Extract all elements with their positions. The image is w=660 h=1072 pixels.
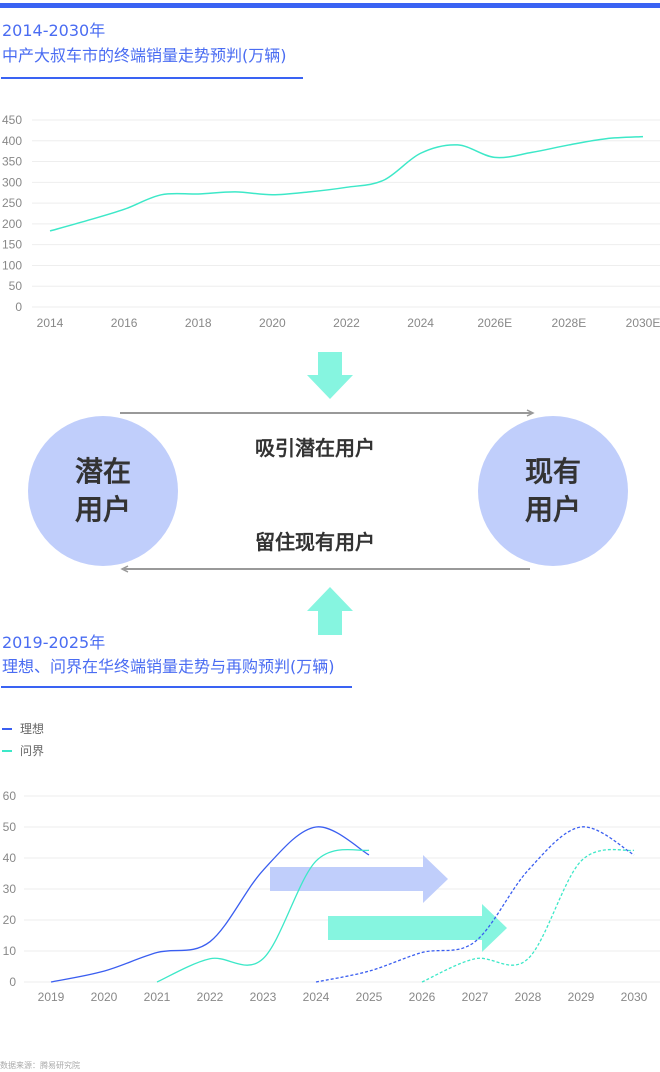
legend-item-lixiang: 理想	[2, 720, 44, 737]
x-tick-label: 2014	[37, 316, 64, 330]
x-tick-label: 2025	[356, 990, 383, 1004]
circle-existing-users: 现有 用户	[478, 416, 628, 566]
y-tick-label: 50	[3, 820, 17, 834]
x-tick-label: 2028	[515, 990, 542, 1004]
y-tick-label: 400	[2, 134, 22, 148]
circle-potential-users-label: 潜在 用户	[74, 455, 131, 526]
source-note: 数据来源：腾易研究院	[0, 1061, 80, 1070]
chart2-title-line1: 2019-2025年	[2, 633, 106, 652]
legend-label: 问界	[20, 744, 45, 758]
series-line-3	[421, 848, 635, 983]
x-tick-label: 2019	[38, 990, 65, 1004]
series-line-0	[50, 826, 370, 983]
y-tick-label: 60	[3, 789, 17, 803]
up-arrow-icon	[307, 587, 353, 635]
x-tick-label: 2026E	[477, 316, 512, 330]
y-tick-label: 450	[2, 113, 22, 127]
circle-potential-users: 潜在 用户	[28, 416, 178, 566]
series-line-1	[156, 848, 370, 983]
x-tick-label: 2026	[409, 990, 436, 1004]
flow-label-attract: 吸引潜在用户	[255, 436, 375, 460]
x-tick-label: 2021	[144, 990, 171, 1004]
x-tick-label: 2027	[462, 990, 489, 1004]
chart1-title-underline	[1, 77, 303, 79]
x-tick-label: 2020	[259, 316, 286, 330]
chart2-title-line2: 理想、问界在华终端销量走势与再购预判(万辆)	[2, 657, 335, 676]
chart2-title-underline	[1, 686, 352, 688]
y-tick-label: 0	[15, 300, 22, 314]
x-tick-label: 2028E	[552, 316, 587, 330]
x-tick-label: 2020	[91, 990, 118, 1004]
transfer-arrow-teal-icon	[328, 904, 507, 952]
y-tick-label: 350	[2, 155, 22, 169]
x-tick-label: 2024	[407, 316, 434, 330]
x-tick-label: 2022	[197, 990, 224, 1004]
y-tick-label: 30	[3, 882, 17, 896]
flow-label-retain: 留住现有用户	[255, 530, 375, 554]
y-tick-label: 250	[2, 196, 22, 210]
x-tick-label: 2023	[250, 990, 277, 1004]
transfer-arrow-blue-icon	[270, 855, 448, 903]
chart1-title-line1: 2014-2030年	[2, 21, 106, 40]
y-tick-label: 200	[2, 217, 22, 231]
y-tick-label: 100	[2, 258, 22, 272]
x-tick-label: 2029	[568, 990, 595, 1004]
x-tick-label: 2016	[111, 316, 138, 330]
top-accent-bar	[0, 3, 660, 8]
legend-label: 理想	[20, 722, 45, 736]
legend-swatch	[2, 727, 12, 730]
y-tick-label: 0	[9, 975, 16, 989]
sales-trend-line	[49, 135, 644, 232]
y-tick-label: 20	[3, 913, 17, 927]
legend-item-wenjie: 问界	[2, 742, 44, 759]
x-tick-label: 2024	[303, 990, 330, 1004]
y-tick-label: 300	[2, 175, 22, 189]
chart1-title-line2: 中产大叔车市的终端销量走势预判(万辆)	[2, 46, 287, 65]
down-arrow-icon	[307, 352, 353, 399]
x-tick-label: 2030	[621, 990, 648, 1004]
y-tick-label: 10	[3, 944, 17, 958]
x-tick-label: 2022	[333, 316, 360, 330]
x-tick-label: 2030E	[626, 316, 660, 330]
arrowhead-right-icon	[526, 409, 535, 417]
x-tick-label: 2018	[185, 316, 212, 330]
y-tick-label: 150	[2, 238, 22, 252]
series-line-2	[315, 826, 635, 983]
y-tick-label: 50	[9, 279, 23, 293]
legend-swatch	[2, 749, 12, 752]
circle-existing-users-label: 现有 用户	[524, 455, 581, 526]
arrowhead-left-icon	[120, 565, 129, 573]
y-tick-label: 40	[3, 851, 17, 865]
